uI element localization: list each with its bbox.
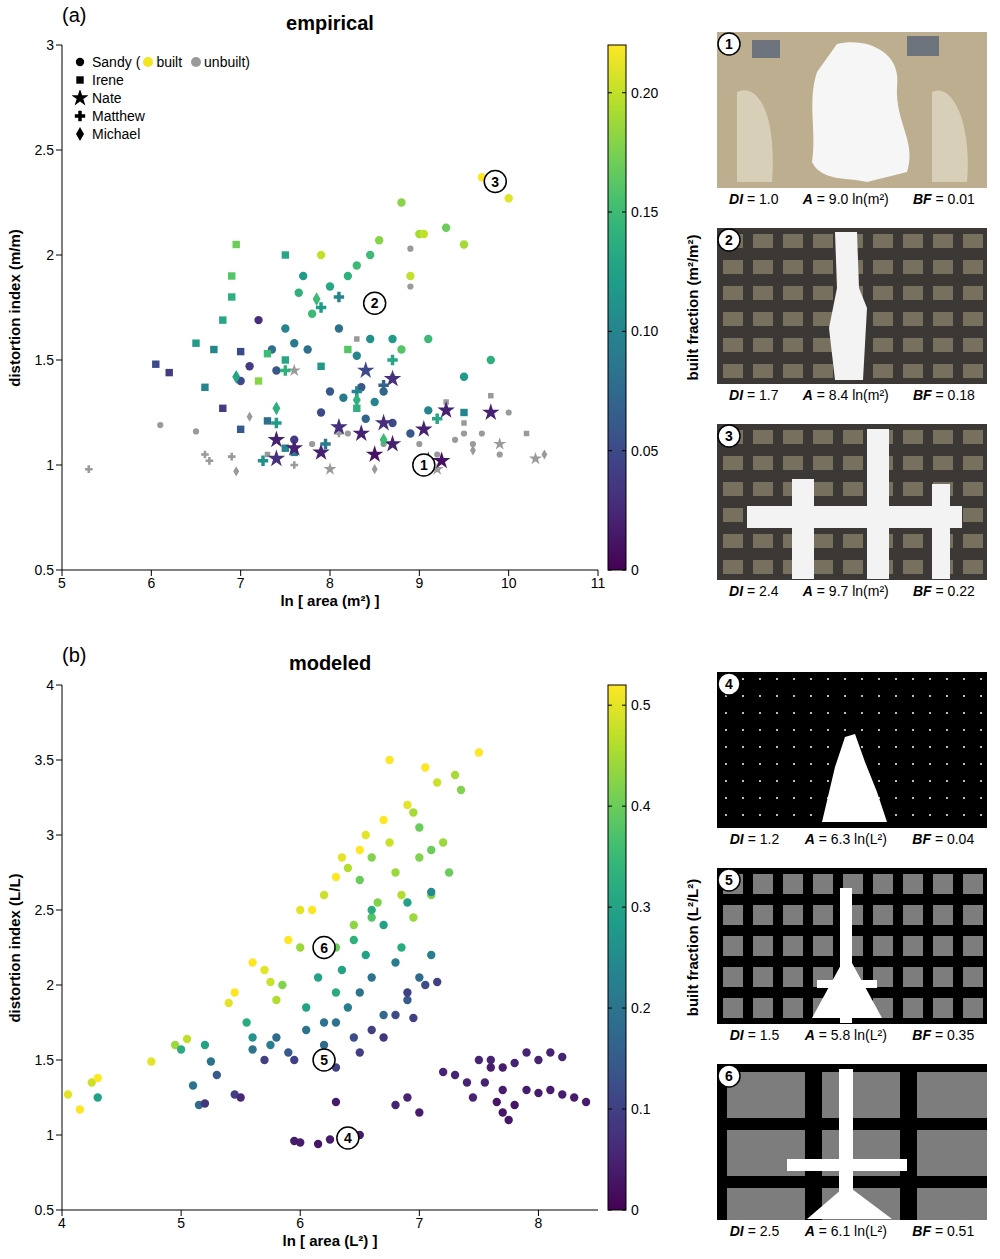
svg-text:3: 3 bbox=[491, 174, 499, 190]
svg-text:6: 6 bbox=[320, 940, 328, 956]
svg-text:6: 6 bbox=[725, 1068, 733, 1084]
html-text:Sandy (: Sandy ( bbox=[92, 54, 141, 70]
html-text:(a): (a) bbox=[62, 4, 87, 26]
svg-text:1: 1 bbox=[725, 36, 733, 52]
html-text:BF = 0.22: BF = 0.22 bbox=[913, 583, 975, 599]
svg-text:0.15: 0.15 bbox=[631, 204, 658, 220]
svg-text:4: 4 bbox=[344, 1130, 352, 1146]
svg-text:0.05: 0.05 bbox=[631, 443, 658, 459]
svg-text:1.5: 1.5 bbox=[35, 352, 55, 368]
html-text:BF = 0.01: BF = 0.01 bbox=[913, 191, 975, 207]
html-text:DI = 1.2: DI = 1.2 bbox=[729, 831, 780, 847]
svg-text:0.4: 0.4 bbox=[631, 798, 651, 814]
svg-text:0.5: 0.5 bbox=[35, 1202, 55, 1218]
svg-text:5: 5 bbox=[320, 1052, 328, 1068]
html-text:DI = 2.4: DI = 2.4 bbox=[729, 583, 779, 599]
svg-text:1: 1 bbox=[46, 457, 54, 473]
svg-text:built fraction (L²/L²): built fraction (L²/L²) bbox=[684, 879, 701, 1016]
svg-text:4: 4 bbox=[46, 677, 54, 693]
html-text:DI = 1.0: DI = 1.0 bbox=[729, 191, 779, 207]
svg-text:1: 1 bbox=[46, 1127, 54, 1143]
svg-text:5: 5 bbox=[177, 1215, 185, 1231]
html-text:Matthew: Matthew bbox=[92, 108, 145, 124]
svg-text:0.20: 0.20 bbox=[631, 85, 658, 101]
html-text:unbuilt): unbuilt) bbox=[204, 54, 250, 70]
svg-text:6: 6 bbox=[296, 1215, 304, 1231]
svg-text:2: 2 bbox=[46, 977, 54, 993]
html-text:BF = 0.35: BF = 0.35 bbox=[912, 1027, 975, 1043]
html-text:DI = 1.7: DI = 1.7 bbox=[729, 387, 779, 403]
svg-text:0.2: 0.2 bbox=[631, 1000, 651, 1016]
html-text:A = 6.1 ln(L²): A = 6.1 ln(L²) bbox=[804, 1223, 887, 1239]
svg-text:7: 7 bbox=[415, 1215, 423, 1231]
html-text:empirical: empirical bbox=[286, 12, 374, 34]
svg-text:3: 3 bbox=[46, 827, 54, 843]
svg-text:built fraction (m²/m²): built fraction (m²/m²) bbox=[684, 235, 701, 381]
html-text:modeled: modeled bbox=[288, 652, 372, 674]
html-text:DI = 2.5: DI = 2.5 bbox=[729, 1223, 780, 1239]
svg-text:2: 2 bbox=[371, 295, 379, 311]
html-text:distortion index (m/m): distortion index (m/m) bbox=[5, 228, 23, 387]
svg-text:7: 7 bbox=[237, 575, 245, 591]
html-text:BF = 0.18: BF = 0.18 bbox=[913, 387, 975, 403]
html-text:A = 5.8 ln(L²): A = 5.8 ln(L²) bbox=[804, 1027, 887, 1043]
html-text:Irene: Irene bbox=[92, 72, 124, 88]
html-text:Michael: Michael bbox=[92, 126, 141, 142]
html-text:ln [ area (m²) ]: ln [ area (m²) ] bbox=[280, 592, 380, 609]
svg-text:2: 2 bbox=[725, 232, 733, 248]
svg-text:11: 11 bbox=[591, 575, 606, 591]
svg-text:2.5: 2.5 bbox=[35, 902, 55, 918]
html-text:(b): (b) bbox=[62, 644, 87, 666]
svg-text:9: 9 bbox=[415, 575, 423, 591]
svg-text:5: 5 bbox=[725, 872, 733, 888]
svg-text:1: 1 bbox=[420, 457, 428, 473]
html-text:BF = 0.51: BF = 0.51 bbox=[912, 1223, 975, 1239]
html-text:ln [ area (L²) ]: ln [ area (L²) ] bbox=[282, 1232, 378, 1249]
svg-text:3: 3 bbox=[46, 37, 54, 53]
html-text:A = 6.3 ln(L²): A = 6.3 ln(L²) bbox=[804, 831, 887, 847]
svg-text:0: 0 bbox=[631, 562, 639, 578]
svg-text:8: 8 bbox=[535, 1215, 543, 1231]
svg-text:2: 2 bbox=[46, 247, 54, 263]
svg-text:0.5: 0.5 bbox=[631, 697, 651, 713]
html-text:DI = 1.5: DI = 1.5 bbox=[729, 1027, 780, 1043]
svg-text:0: 0 bbox=[631, 1202, 639, 1218]
svg-text:3: 3 bbox=[725, 428, 733, 444]
svg-text:0.3: 0.3 bbox=[631, 899, 651, 915]
html-text:BF = 0.04: BF = 0.04 bbox=[912, 831, 975, 847]
svg-text:0.10: 0.10 bbox=[631, 323, 658, 339]
svg-text:5: 5 bbox=[58, 575, 66, 591]
svg-text:6: 6 bbox=[147, 575, 155, 591]
svg-text:4: 4 bbox=[58, 1215, 66, 1231]
html-text:distortion index (L/L): distortion index (L/L) bbox=[5, 872, 23, 1023]
html-text:A = 9.0 ln(m²): A = 9.0 ln(m²) bbox=[802, 191, 889, 207]
html-text:A = 8.4 ln(m²): A = 8.4 ln(m²) bbox=[802, 387, 889, 403]
html-text:Nate: Nate bbox=[92, 90, 122, 106]
svg-text:1.5: 1.5 bbox=[35, 1052, 55, 1068]
html-text:built: built bbox=[156, 54, 183, 70]
svg-text:0.1: 0.1 bbox=[631, 1101, 651, 1117]
svg-text:2.5: 2.5 bbox=[35, 142, 55, 158]
svg-text:8: 8 bbox=[326, 575, 334, 591]
svg-text:3.5: 3.5 bbox=[35, 752, 55, 768]
svg-text:4: 4 bbox=[725, 676, 733, 692]
svg-text:10: 10 bbox=[501, 575, 517, 591]
svg-text:0.5: 0.5 bbox=[35, 562, 55, 578]
html-text:A = 9.7 ln(m²): A = 9.7 ln(m²) bbox=[802, 583, 889, 599]
